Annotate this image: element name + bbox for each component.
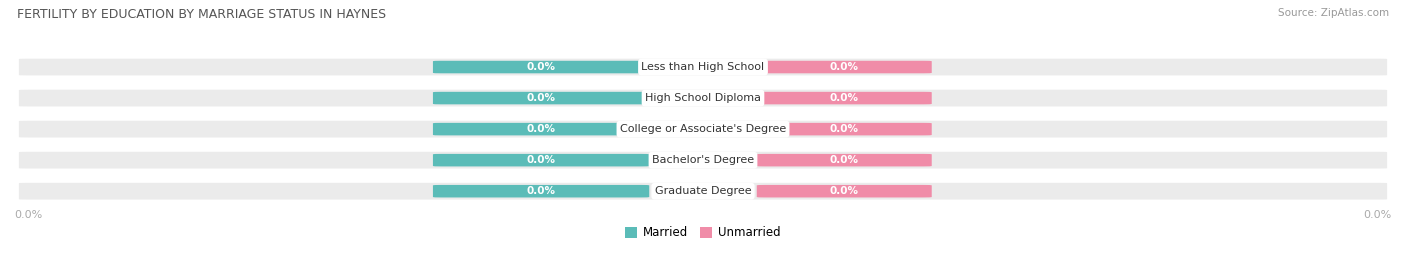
- Text: 0.0%: 0.0%: [830, 186, 859, 196]
- Text: 0.0%: 0.0%: [527, 124, 555, 134]
- FancyBboxPatch shape: [17, 57, 1389, 77]
- Text: Bachelor's Degree: Bachelor's Degree: [652, 155, 754, 165]
- Text: 0.0%: 0.0%: [527, 155, 555, 165]
- FancyBboxPatch shape: [756, 61, 932, 73]
- FancyBboxPatch shape: [433, 185, 650, 197]
- Text: 0.0%: 0.0%: [830, 155, 859, 165]
- Text: Graduate Degree: Graduate Degree: [655, 186, 751, 196]
- Text: 0.0%: 0.0%: [527, 93, 555, 103]
- FancyBboxPatch shape: [433, 154, 650, 167]
- FancyBboxPatch shape: [756, 92, 932, 104]
- Text: Less than High School: Less than High School: [641, 62, 765, 72]
- Legend: Married, Unmarried: Married, Unmarried: [626, 226, 780, 239]
- Text: FERTILITY BY EDUCATION BY MARRIAGE STATUS IN HAYNES: FERTILITY BY EDUCATION BY MARRIAGE STATU…: [17, 8, 387, 21]
- Text: 0.0%: 0.0%: [830, 93, 859, 103]
- FancyBboxPatch shape: [433, 123, 650, 135]
- Text: 0.0%: 0.0%: [1364, 210, 1392, 220]
- Text: 0.0%: 0.0%: [14, 210, 42, 220]
- FancyBboxPatch shape: [433, 92, 650, 104]
- Text: 0.0%: 0.0%: [830, 124, 859, 134]
- Text: College or Associate's Degree: College or Associate's Degree: [620, 124, 786, 134]
- Text: 0.0%: 0.0%: [527, 186, 555, 196]
- FancyBboxPatch shape: [756, 154, 932, 167]
- FancyBboxPatch shape: [17, 150, 1389, 170]
- FancyBboxPatch shape: [17, 119, 1389, 139]
- Text: 0.0%: 0.0%: [830, 62, 859, 72]
- FancyBboxPatch shape: [17, 88, 1389, 108]
- Text: High School Diploma: High School Diploma: [645, 93, 761, 103]
- Text: 0.0%: 0.0%: [527, 62, 555, 72]
- FancyBboxPatch shape: [756, 123, 932, 135]
- FancyBboxPatch shape: [433, 61, 650, 73]
- FancyBboxPatch shape: [17, 181, 1389, 201]
- FancyBboxPatch shape: [756, 185, 932, 197]
- Text: Source: ZipAtlas.com: Source: ZipAtlas.com: [1278, 8, 1389, 18]
